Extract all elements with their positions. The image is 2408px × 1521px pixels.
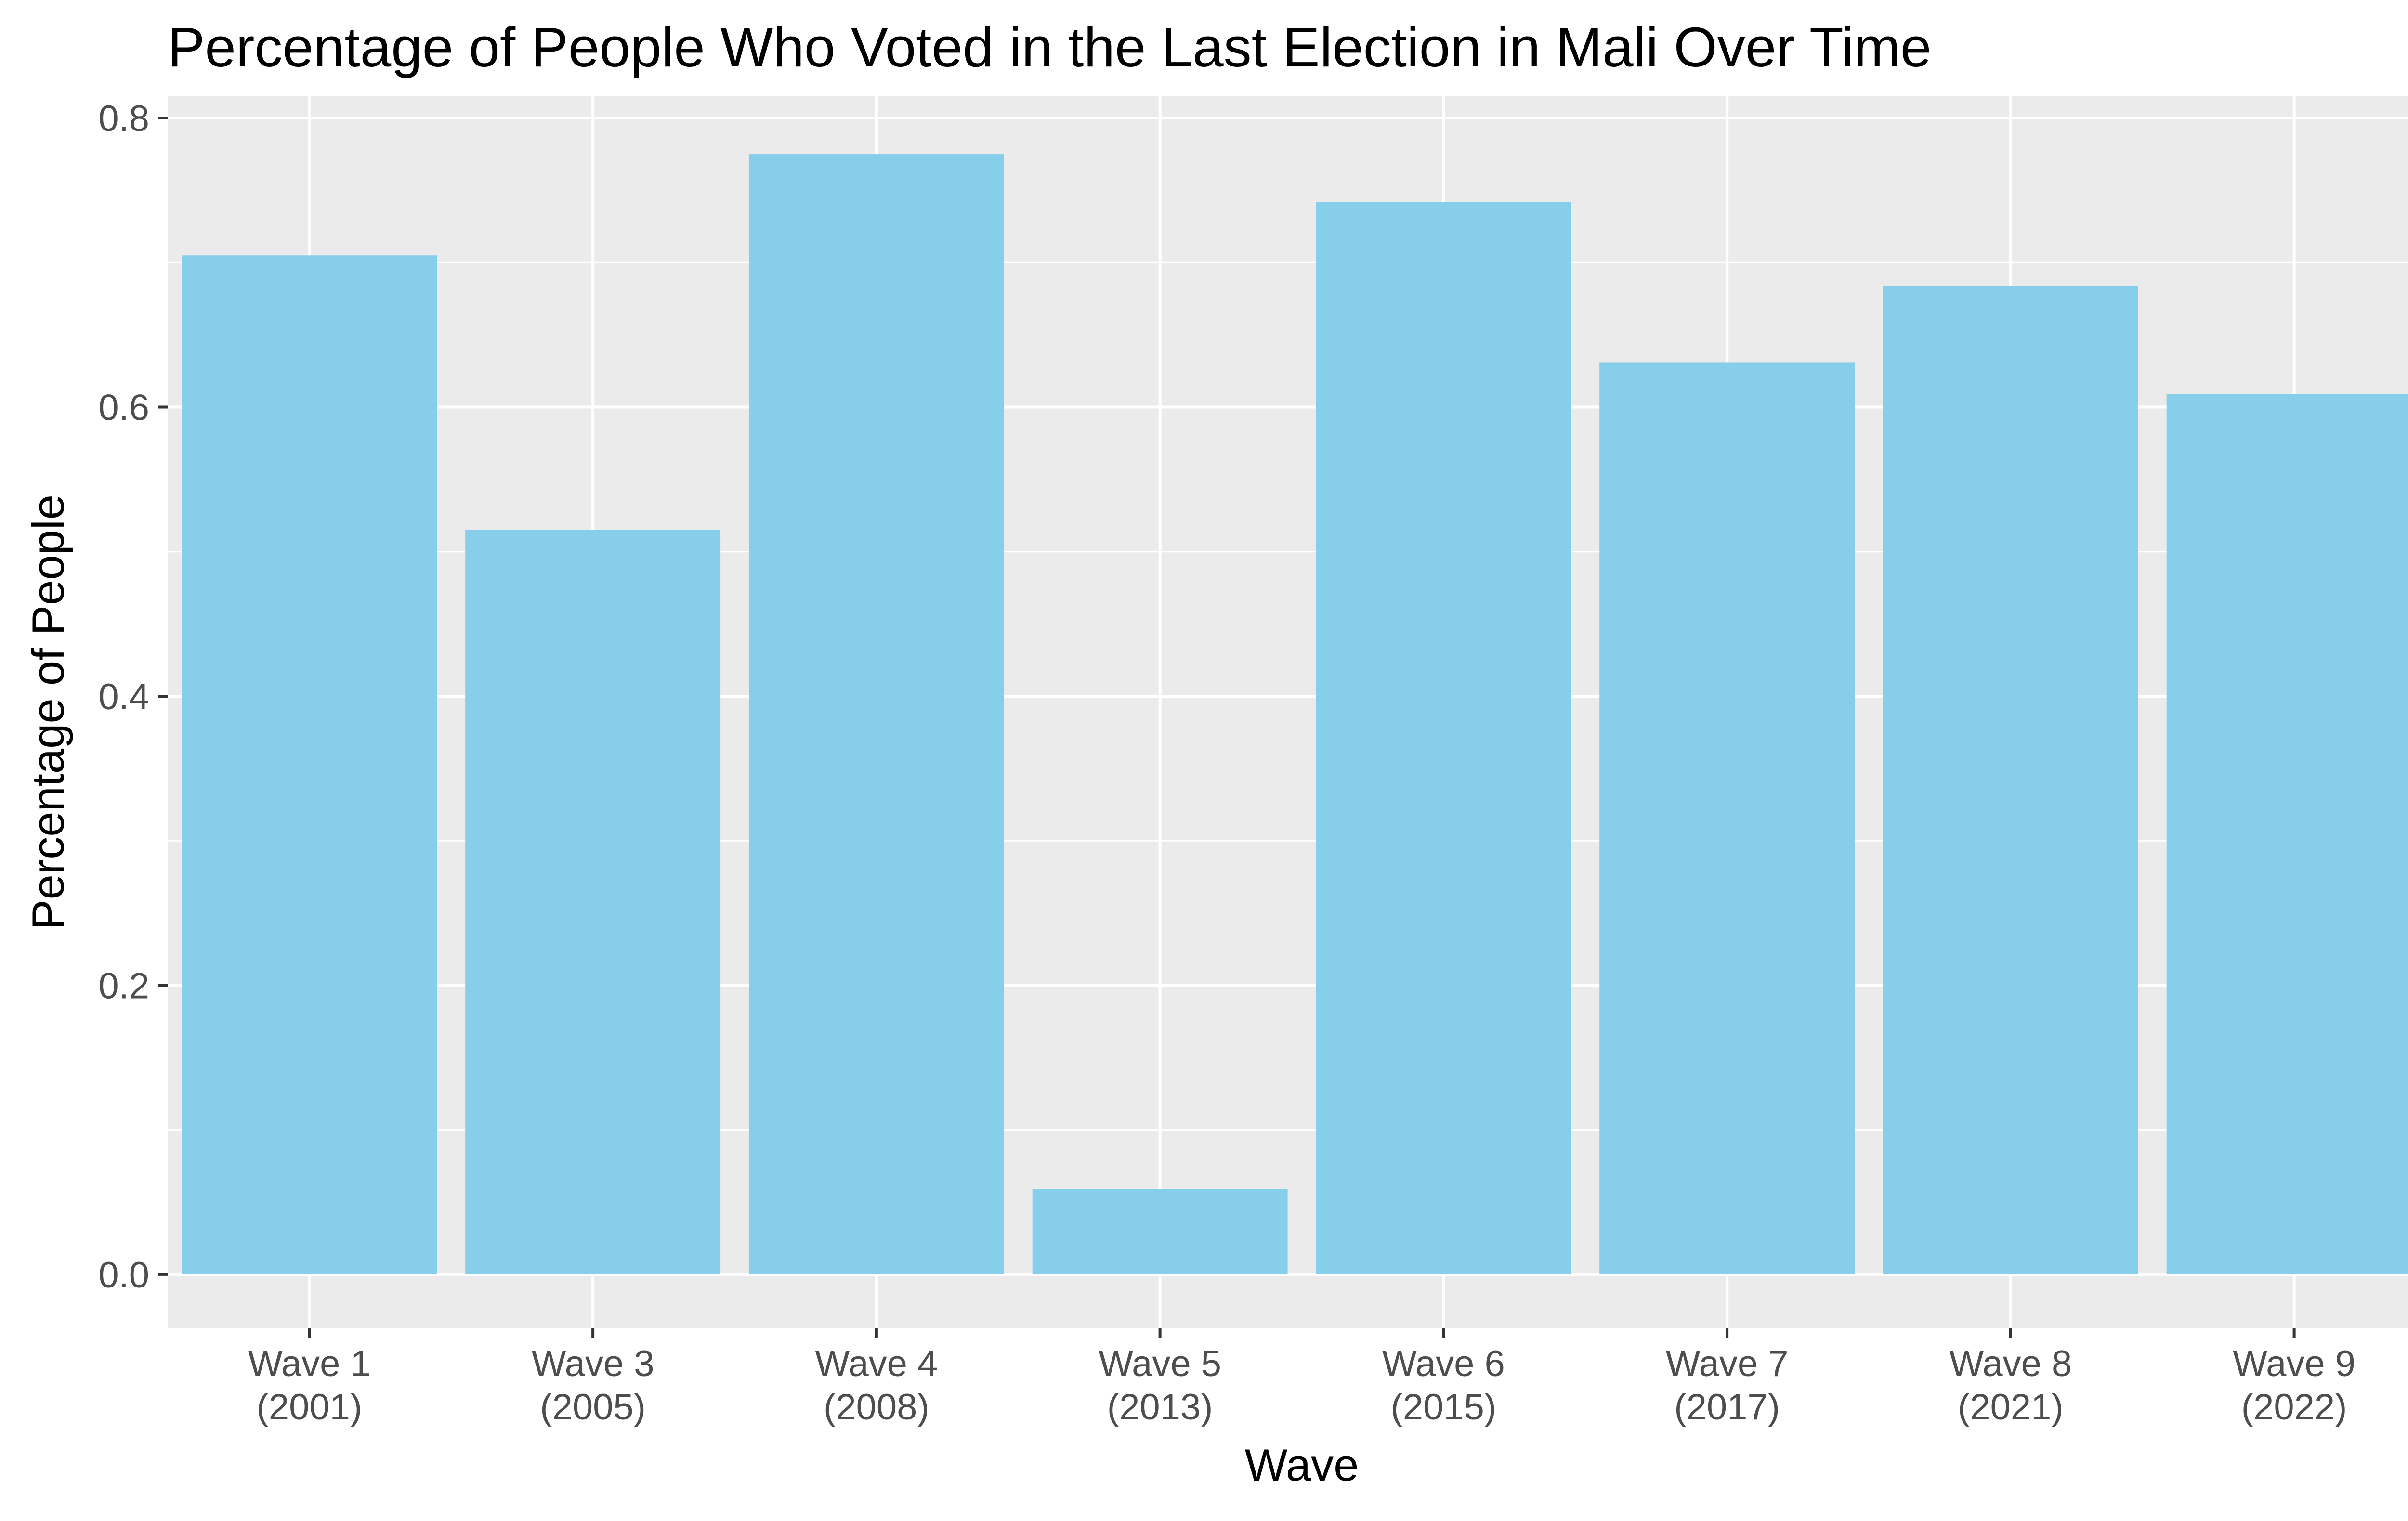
bar [465, 530, 721, 1274]
y-tick-label: 0.6 [98, 388, 149, 429]
x-axis-title: Wave [1245, 1440, 1359, 1490]
y-axis-title: Percentage of People [23, 494, 73, 930]
x-tick-label-line: (2017) [1674, 1387, 1780, 1428]
bar [1316, 202, 1571, 1274]
bar [182, 255, 437, 1274]
bar [2166, 394, 2408, 1274]
x-tick-label: Wave 5 (2013) [1099, 1343, 1221, 1428]
x-tick-label-line: (2005) [540, 1387, 646, 1428]
x-tick-label: Wave 7 (2017) [1666, 1343, 1789, 1428]
x-tick-label-line: (2008) [824, 1387, 929, 1428]
x-tick-label-line: Wave 8 [1949, 1343, 2072, 1384]
x-tick-label-line: (2013) [1107, 1387, 1213, 1428]
bar [748, 154, 1004, 1274]
x-tick-label: Wave 9 (2022) [2233, 1343, 2356, 1428]
x-tick-label-line: Wave 6 [1382, 1343, 1505, 1384]
x-tick-label: Wave 6 (2015) [1382, 1343, 1505, 1428]
y-tick-label: 0.8 [98, 98, 149, 139]
bars [182, 154, 2408, 1274]
y-tick-label: 0.4 [98, 676, 149, 717]
x-tick-label-line: Wave 1 [248, 1343, 371, 1384]
x-tick-label-line: (2021) [1958, 1387, 2064, 1428]
x-tick-label-line: Wave 9 [2233, 1343, 2356, 1384]
x-tick-label: Wave 3 (2005) [532, 1343, 654, 1428]
x-tick-label: Wave 1 (2001) [248, 1343, 371, 1428]
x-tick-label: Wave 4 (2008) [815, 1343, 938, 1428]
bar [1599, 362, 1855, 1274]
y-tick-label: 0.0 [98, 1255, 149, 1296]
x-tick-label-line: (2022) [2241, 1387, 2347, 1428]
x-axis: Wave 1 (2001)Wave 3 (2005)Wave 4 (2008)Wave… [248, 1328, 2356, 1428]
bar [1032, 1189, 1288, 1274]
x-tick-label-line: (2001) [257, 1387, 363, 1428]
x-tick-label-line: Wave 4 [815, 1343, 938, 1384]
x-tick-label-line: Wave 3 [532, 1343, 654, 1384]
y-axis: 0.0 0.2 0.4 0.6 0.8 [98, 98, 168, 1296]
chart-title: Percentage of People Who Voted in the La… [168, 16, 1931, 78]
x-tick-label-line: (2015) [1391, 1387, 1497, 1428]
x-tick-label-line: Wave 7 [1666, 1343, 1789, 1384]
x-tick-label-line: Wave 5 [1099, 1343, 1221, 1384]
y-tick-label: 0.2 [98, 965, 149, 1006]
bar [1883, 286, 2138, 1274]
x-tick-label: Wave 8 (2021) [1949, 1343, 2072, 1428]
